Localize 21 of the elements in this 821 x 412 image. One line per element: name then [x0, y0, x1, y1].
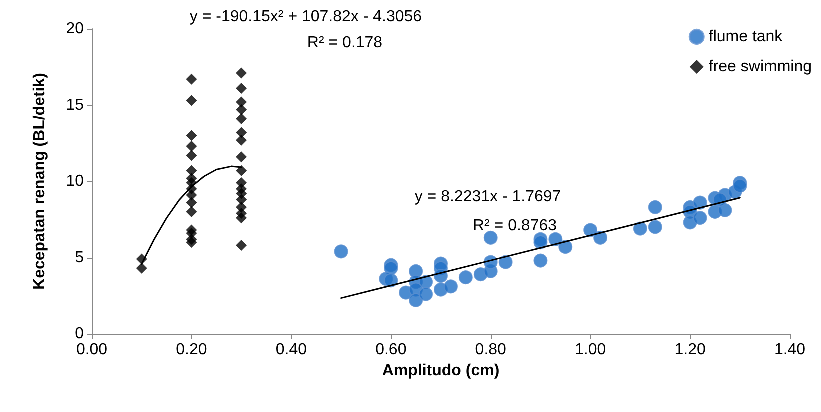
- text: y = -190.15x² + 107.82x - 4.3056: [190, 8, 422, 26]
- x-tick-label: 1.00: [575, 342, 606, 358]
- x-tick-label: 0.80: [475, 342, 507, 358]
- y-tick-label: 15: [66, 96, 84, 114]
- legend-label: flume tank: [708, 28, 784, 46]
- annotation: R² = 0.8763: [472, 218, 558, 234]
- y-tick-label: 0: [75, 326, 84, 342]
- x-tick-label: 1.20: [674, 342, 706, 358]
- x-tick-label: 0.00: [76, 342, 108, 358]
- y-tick-label: 10: [66, 173, 84, 190]
- x-tick-label: 1.40: [774, 342, 806, 358]
- x-axis-title: Amplitudo (cm): [382, 362, 500, 380]
- y-tick-label: 5: [75, 249, 84, 266]
- annotation: y = 8.2231x - 1.7697: [414, 188, 562, 206]
- x-tick-label: 0.20: [176, 342, 208, 358]
- y-axis-title: Kecepatan renang (BL/detik): [32, 73, 48, 290]
- x-tick-label: 0.40: [276, 342, 308, 358]
- annotation: R² = 0.178: [307, 34, 383, 52]
- legend-label: free swimming: [708, 58, 812, 76]
- x-tick-label: 0.60: [376, 342, 407, 358]
- y-tick-label: 20: [66, 20, 84, 38]
